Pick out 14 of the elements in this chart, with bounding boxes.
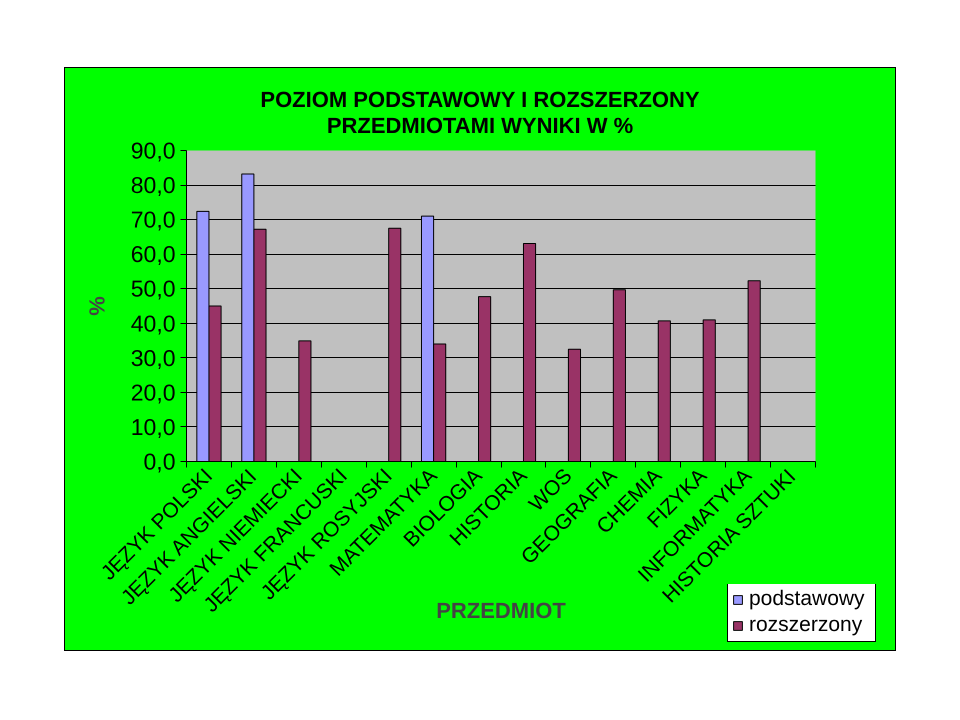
y-tick-label: 50,0 <box>130 276 176 302</box>
x-axis-title: PRZEDMIOT <box>436 598 566 623</box>
y-axis-title: % <box>84 296 110 316</box>
y-tick-label: 30,0 <box>130 344 176 371</box>
y-tick-label: 60,0 <box>130 241 176 268</box>
y-tick-label: 90,0 <box>130 138 176 164</box>
chart-title: POZIOM PODSTAWOWY I ROZSZERZONY PRZEDMIOTAMI WYNIKI W % <box>260 87 700 139</box>
legend-label: podstawowy <box>749 587 866 611</box>
legend-label: rozszerzony <box>749 613 864 637</box>
y-tick-label: 70,0 <box>130 206 176 233</box>
y-tick-label: 20,0 <box>130 379 176 406</box>
y-tick-label: 10,0 <box>130 414 176 440</box>
y-tick-label: 80,0 <box>130 172 176 198</box>
y-tick-label: 40,0 <box>130 310 176 336</box>
